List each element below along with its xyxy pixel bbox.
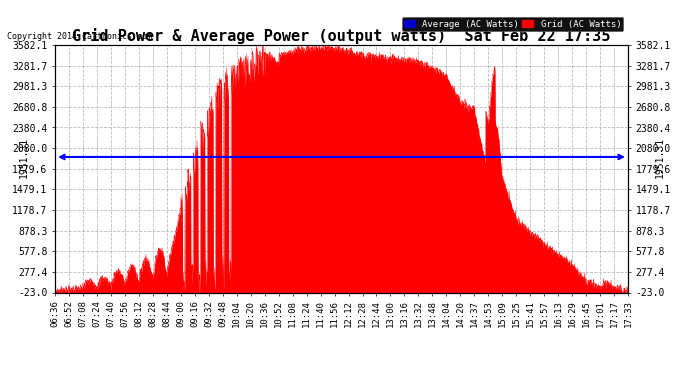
Title: Grid Power & Average Power (output watts)  Sat Feb 22 17:35: Grid Power & Average Power (output watts… [72,28,611,44]
Text: 1951.31: 1951.31 [19,136,29,177]
Text: Copyright 2014 Cartronics.com: Copyright 2014 Cartronics.com [7,32,152,41]
Legend: Average (AC Watts), Grid (AC Watts): Average (AC Watts), Grid (AC Watts) [402,17,623,31]
Text: 1951.31: 1951.31 [654,136,664,177]
